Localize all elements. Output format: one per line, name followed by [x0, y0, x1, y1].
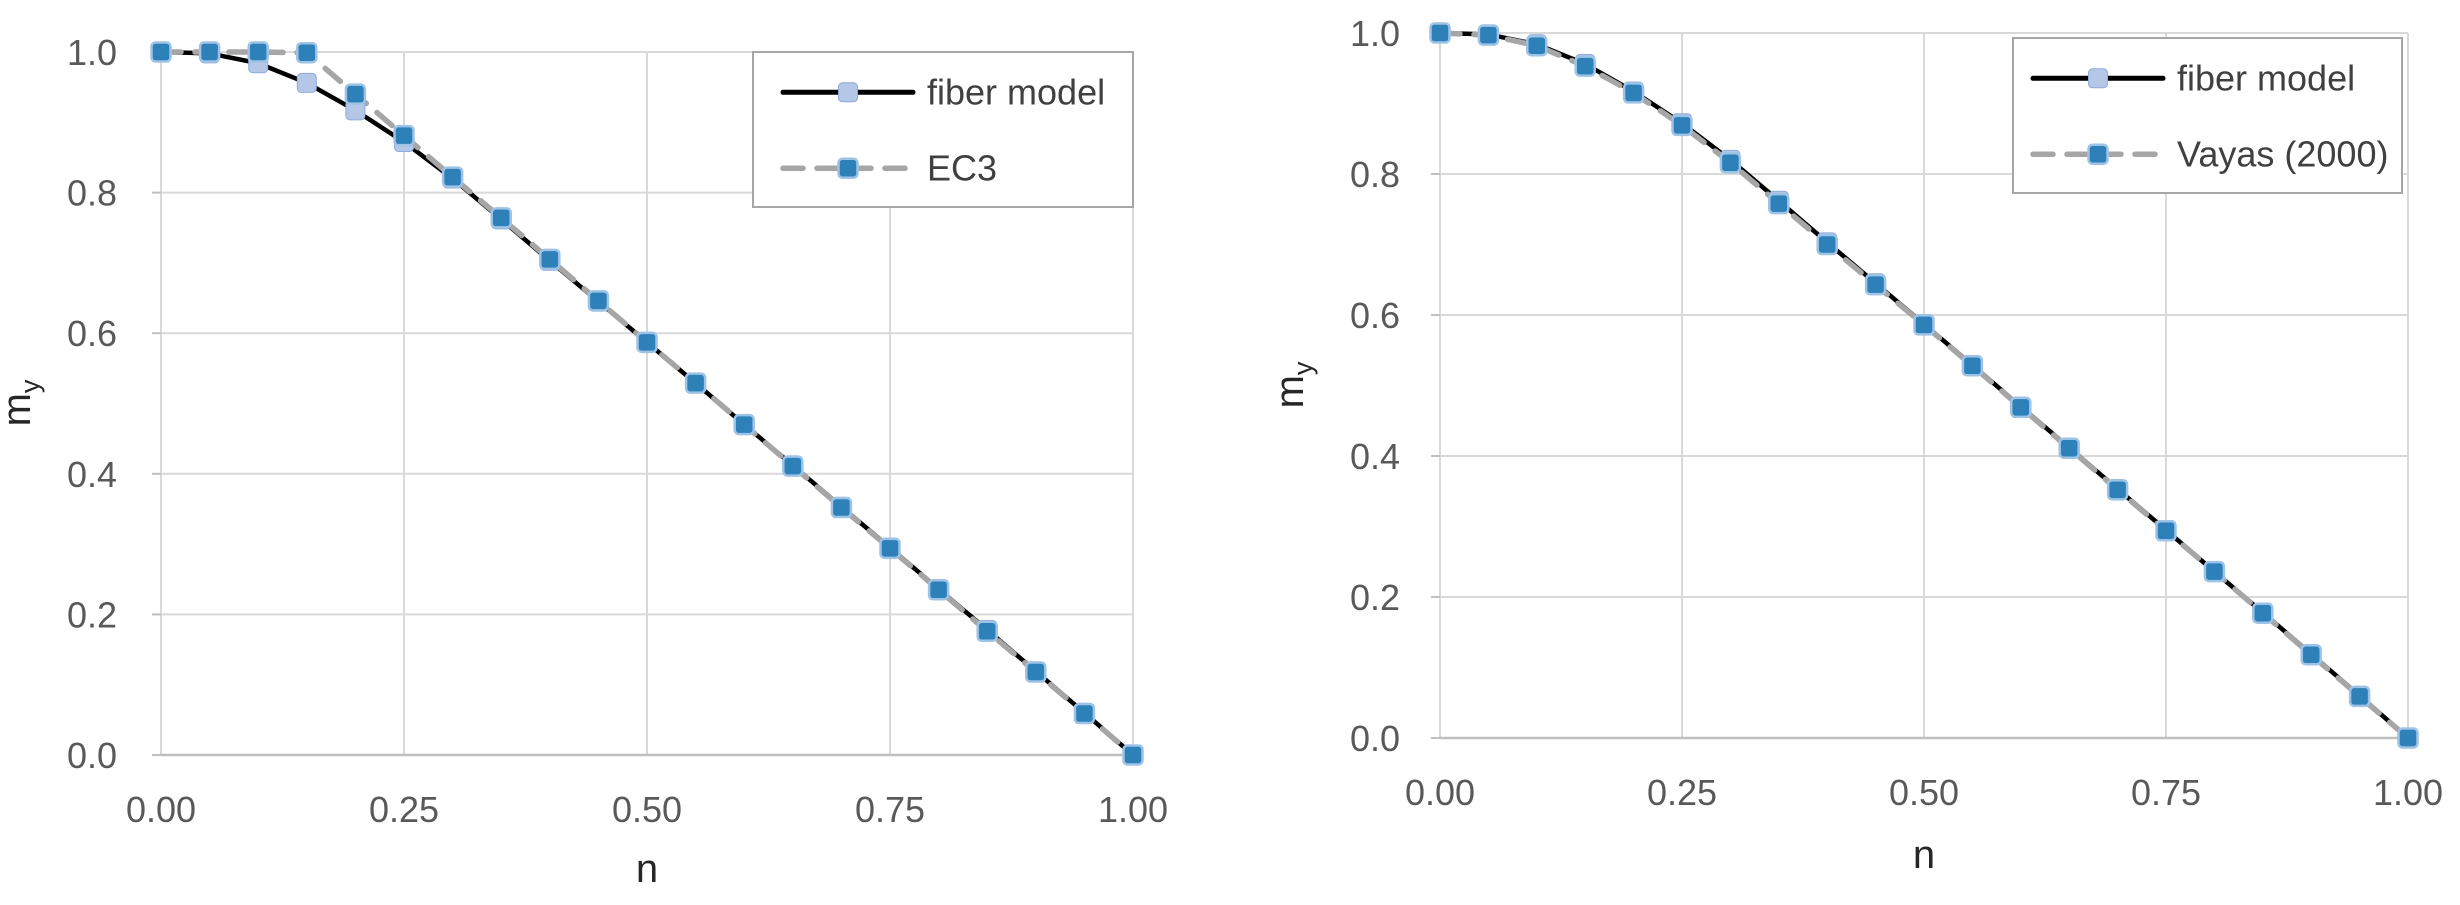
- marker-ec3: [490, 207, 512, 229]
- x-tick-label: 0.25: [1647, 772, 1717, 813]
- marker-ec3: [1122, 744, 1144, 766]
- legend-label-fiber-model: fiber model: [927, 71, 1105, 112]
- marker-vayas-2000: [2106, 479, 2129, 501]
- y-tick-label: 0.8: [1350, 154, 1400, 195]
- x-tick-label: 1.00: [1098, 789, 1168, 830]
- x-tick-label: 0.25: [369, 789, 439, 830]
- marker-ec3: [927, 579, 950, 601]
- marker-vayas-2000: [1719, 151, 1742, 174]
- legend-label-fiber-model: fiber model: [2177, 57, 2355, 98]
- marker-vayas-2000: [1477, 24, 1500, 46]
- marker-ec3: [782, 455, 804, 477]
- marker-vayas-2000: [1429, 22, 1451, 44]
- marker-ec3: [441, 166, 464, 188]
- x-tick-label: 1.00: [2373, 772, 2443, 813]
- marker-vayas-2000: [1913, 314, 1935, 336]
- chart-fiber-vs-vayas: 0.00.20.40.60.81.00.00 0.25 0.50 0.75 1.00nm…: [1230, 0, 2460, 905]
- marker-ec3: [393, 124, 415, 147]
- marker-ec3: [539, 248, 561, 271]
- x-tick-label: 0.75: [2131, 772, 2201, 813]
- marker-ec3: [344, 83, 367, 105]
- marker-ec3: [1073, 702, 1096, 725]
- marker-vayas-2000: [1961, 355, 1984, 377]
- y-tick-label: 0.4: [67, 454, 117, 495]
- marker-vayas-2000: [2300, 644, 2322, 666]
- marker-fiber-model: [296, 72, 317, 93]
- legend-marker-fiber-model: [838, 82, 858, 103]
- legend-marker-vayas-2000: [2087, 143, 2109, 165]
- x-axis-title: n: [636, 847, 658, 891]
- marker-ec3: [296, 41, 318, 64]
- marker-ec3: [684, 372, 707, 394]
- marker-ec3: [1025, 661, 1047, 683]
- marker-vayas-2000: [1622, 82, 1645, 104]
- marker-ec3: [247, 41, 269, 63]
- marker-vayas-2000: [2058, 437, 2080, 459]
- marker-vayas-2000: [1864, 273, 1887, 296]
- legend-marker-ec3: [837, 157, 859, 179]
- y-tick-label: 1.0: [67, 32, 117, 73]
- marker-ec3: [150, 41, 172, 63]
- marker-vayas-2000: [2348, 685, 2371, 708]
- marker-vayas-2000: [1768, 192, 1790, 215]
- marker-vayas-2000: [2397, 727, 2419, 749]
- marker-ec3: [879, 537, 901, 560]
- marker-ec3: [733, 413, 755, 436]
- legend-label-ec3: EC3: [927, 147, 997, 188]
- marker-vayas-2000: [1816, 233, 1838, 256]
- x-axis-title: n: [1913, 833, 1935, 877]
- x-tick-label: 0.75: [855, 789, 925, 830]
- marker-ec3: [976, 620, 998, 643]
- marker-ec3: [587, 290, 610, 312]
- legend-marker-fiber-model: [2088, 68, 2108, 89]
- y-tick-label: 0.8: [67, 173, 117, 214]
- y-tick-label: 0.0: [1350, 718, 1400, 759]
- legend-box: [2012, 37, 2403, 194]
- y-tick-label: 0.6: [1350, 295, 1400, 336]
- x-tick-label: 0.50: [612, 789, 682, 830]
- marker-vayas-2000: [1574, 55, 1596, 77]
- marker-ec3: [198, 41, 221, 63]
- marker-vayas-2000: [2252, 602, 2274, 624]
- marker-ec3: [636, 331, 658, 354]
- marker-vayas-2000: [1526, 34, 1548, 57]
- y-tick-label: 0.2: [67, 594, 117, 635]
- legend-box: [752, 51, 1134, 208]
- marker-vayas-2000: [2010, 396, 2032, 419]
- y-tick-label: 0.0: [67, 735, 117, 776]
- x-tick-label: 0.00: [1405, 772, 1475, 813]
- chart-fiber-vs-ec3: 0.00.20.40.60.81.00.000.250.500.751.00nm…: [0, 32, 1169, 891]
- legend-label-vayas-2000: Vayas (2000): [2177, 133, 2388, 174]
- x-tick-label: 0.50: [1889, 772, 1959, 813]
- y-tick-label: 0.6: [67, 313, 117, 354]
- x-tick-label: 0.00: [126, 789, 196, 830]
- marker-vayas-2000: [1671, 114, 1693, 137]
- marker-ec3: [830, 496, 853, 519]
- y-tick-label: 0.4: [1350, 436, 1400, 477]
- marker-vayas-2000: [2203, 560, 2226, 583]
- y-tick-label: 0.2: [1350, 577, 1400, 618]
- y-tick-label: 1.0: [1350, 13, 1400, 54]
- marker-vayas-2000: [2155, 519, 2177, 542]
